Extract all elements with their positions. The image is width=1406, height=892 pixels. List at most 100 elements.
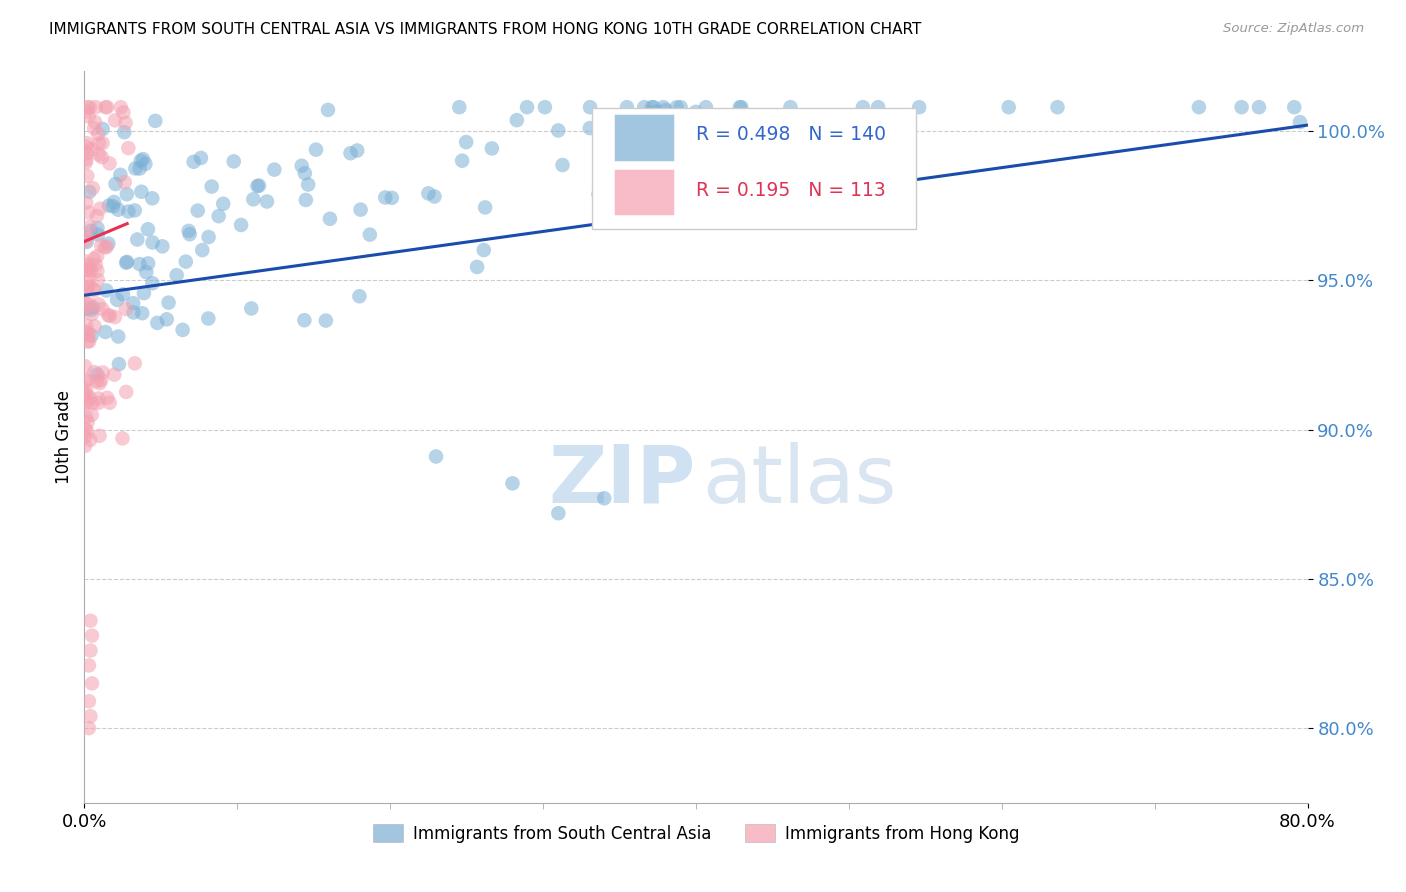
Point xyxy=(588,187,610,202)
Point xyxy=(80,263,103,277)
Point xyxy=(381,191,404,205)
Point xyxy=(80,328,103,343)
Point xyxy=(75,263,97,277)
Point xyxy=(97,198,120,212)
Point xyxy=(247,178,270,193)
Point xyxy=(86,264,108,278)
Point xyxy=(146,316,169,330)
Point xyxy=(87,127,110,141)
Point xyxy=(516,100,538,114)
Point xyxy=(654,103,676,117)
Point xyxy=(83,121,105,136)
Point xyxy=(77,334,100,349)
Point xyxy=(110,168,132,182)
Point xyxy=(229,218,252,232)
Point xyxy=(77,721,100,735)
Point xyxy=(502,476,524,491)
Point xyxy=(135,265,157,279)
FancyBboxPatch shape xyxy=(614,169,673,216)
Point xyxy=(80,303,103,318)
Point xyxy=(98,156,121,170)
Point xyxy=(75,302,97,317)
Point xyxy=(134,157,156,171)
Point xyxy=(315,313,337,327)
Point xyxy=(75,422,97,436)
Point xyxy=(96,284,118,298)
Point xyxy=(115,255,138,269)
Point xyxy=(79,433,101,447)
Point xyxy=(665,100,688,114)
Point xyxy=(222,154,245,169)
Point xyxy=(141,235,163,250)
Point xyxy=(107,202,129,217)
Point xyxy=(112,105,135,120)
Point xyxy=(76,258,98,272)
Point xyxy=(77,278,100,293)
Point xyxy=(84,100,107,114)
Point xyxy=(136,256,159,270)
Point xyxy=(481,141,503,155)
Point xyxy=(76,235,98,249)
Point xyxy=(474,201,496,215)
Point xyxy=(75,409,97,424)
Y-axis label: 10th Grade: 10th Grade xyxy=(55,390,73,484)
Point xyxy=(115,301,138,316)
Point xyxy=(456,135,478,149)
Point xyxy=(263,162,285,177)
Point xyxy=(86,221,108,235)
Point xyxy=(83,365,105,379)
Point xyxy=(82,282,104,296)
Point xyxy=(166,268,188,282)
Point xyxy=(79,100,101,114)
Point xyxy=(76,169,98,183)
Point xyxy=(91,366,114,380)
Text: R = 0.498   N = 140: R = 0.498 N = 140 xyxy=(696,126,886,145)
Point xyxy=(128,257,150,271)
Point xyxy=(423,189,446,203)
Point xyxy=(105,293,128,307)
Point xyxy=(157,295,180,310)
Point xyxy=(197,230,219,244)
Point xyxy=(150,239,173,253)
Point xyxy=(79,271,101,285)
Text: IMMIGRANTS FROM SOUTH CENTRAL ASIA VS IMMIGRANTS FROM HONG KONG 10TH GRADE CORRE: IMMIGRANTS FROM SOUTH CENTRAL ASIA VS IM… xyxy=(49,22,921,37)
Text: atlas: atlas xyxy=(702,442,897,520)
Point xyxy=(104,310,127,324)
Point xyxy=(208,209,231,223)
Point xyxy=(103,368,125,382)
Point xyxy=(174,254,197,268)
Point xyxy=(79,643,101,657)
Point xyxy=(91,136,114,150)
Point xyxy=(256,194,278,209)
Point xyxy=(779,100,801,114)
Point xyxy=(156,312,179,326)
Point xyxy=(685,104,707,119)
Point xyxy=(117,204,139,219)
Point xyxy=(80,676,103,690)
Point xyxy=(191,243,214,257)
Point xyxy=(1230,100,1253,114)
Point xyxy=(83,283,105,297)
Point xyxy=(695,100,717,114)
Point xyxy=(75,384,97,398)
Point xyxy=(79,391,101,405)
Point xyxy=(79,219,101,234)
Point xyxy=(107,329,129,343)
Point xyxy=(141,191,163,205)
Point xyxy=(652,154,675,169)
Point xyxy=(908,100,931,114)
Point xyxy=(87,136,110,151)
Point xyxy=(579,100,602,114)
Point xyxy=(87,396,110,410)
Point xyxy=(131,185,153,199)
Point xyxy=(75,385,97,400)
Point xyxy=(349,289,371,303)
Point xyxy=(143,114,166,128)
Point xyxy=(246,179,269,194)
Point xyxy=(187,203,209,218)
Point xyxy=(89,202,111,216)
Point xyxy=(79,614,101,628)
Point xyxy=(643,100,665,114)
Point xyxy=(1247,100,1270,114)
Point xyxy=(98,309,121,323)
